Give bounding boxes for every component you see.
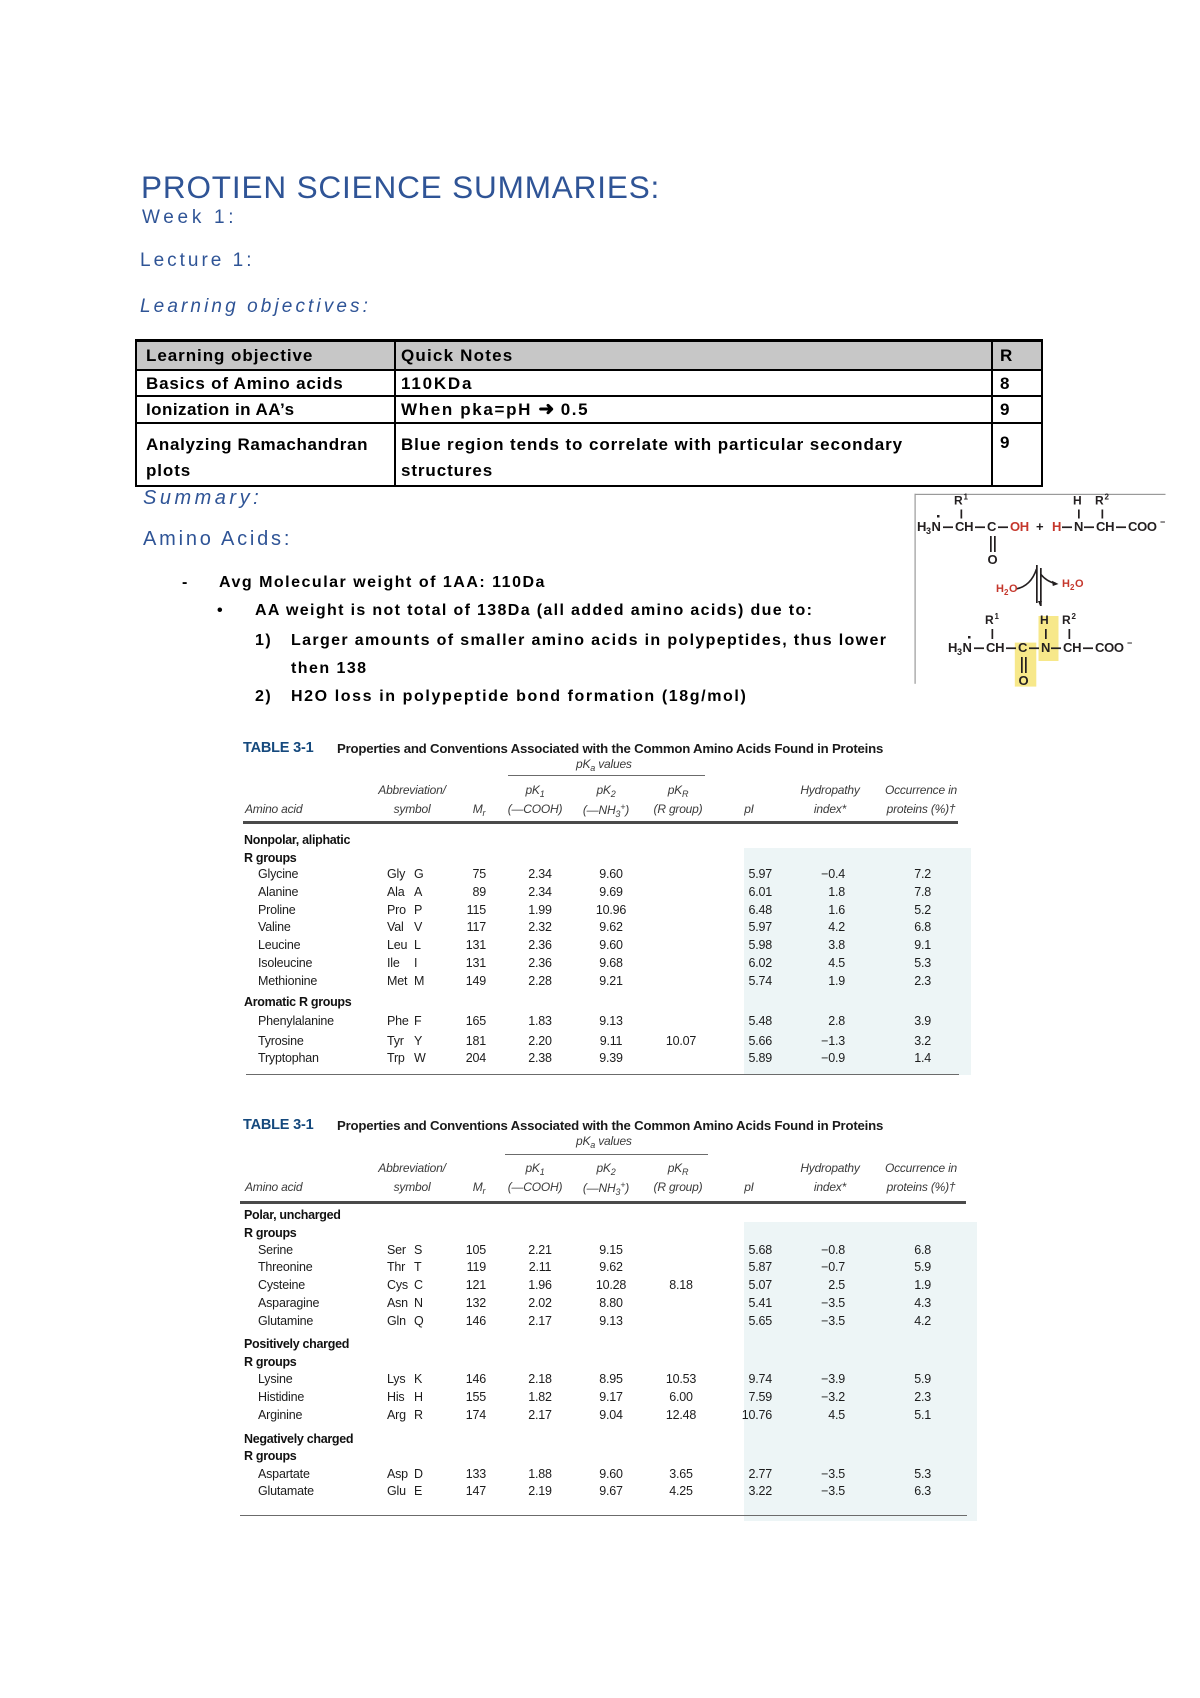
svg-text:OH: OH — [1010, 519, 1029, 534]
svg-text:N: N — [1041, 640, 1050, 655]
svg-text:3: 3 — [926, 526, 931, 536]
svg-text:CH: CH — [1063, 640, 1081, 655]
svg-text:N: N — [1074, 519, 1083, 534]
svg-text:R: R — [954, 494, 963, 508]
svg-text:3: 3 — [957, 647, 962, 657]
svg-text:COO: COO — [1128, 519, 1157, 534]
svg-text:N: N — [963, 640, 972, 655]
svg-text:2: 2 — [1072, 612, 1077, 621]
svg-text:H: H — [948, 640, 957, 655]
svg-text:O: O — [1009, 583, 1018, 595]
svg-text:H: H — [996, 583, 1004, 595]
svg-text:H: H — [1040, 613, 1048, 627]
svg-text:COO: COO — [1095, 640, 1124, 655]
svg-text:R: R — [985, 613, 994, 627]
svg-text:−: − — [1127, 638, 1132, 648]
svg-text:O: O — [1019, 673, 1029, 688]
svg-text:H: H — [1062, 578, 1070, 590]
svg-text:+: + — [1036, 519, 1044, 534]
svg-text:1: 1 — [964, 493, 969, 502]
svg-text:C: C — [1018, 640, 1028, 655]
svg-text:CH: CH — [955, 519, 973, 534]
svg-text:CH: CH — [986, 640, 1004, 655]
svg-text:H: H — [917, 519, 926, 534]
svg-text:O: O — [988, 552, 998, 567]
svg-text:H: H — [1052, 519, 1061, 534]
svg-text:H: H — [1073, 494, 1081, 508]
svg-text:−: − — [1160, 517, 1165, 527]
svg-text:2: 2 — [1070, 583, 1075, 592]
svg-text:R: R — [1095, 494, 1104, 508]
svg-text:C: C — [987, 519, 997, 534]
svg-text:N: N — [932, 519, 941, 534]
svg-text:1: 1 — [995, 612, 1000, 621]
svg-text:2: 2 — [1105, 493, 1110, 502]
svg-text:R: R — [1062, 613, 1071, 627]
svg-text:CH: CH — [1096, 519, 1114, 534]
svg-text:O: O — [1075, 578, 1084, 590]
svg-text:2: 2 — [1004, 588, 1009, 597]
